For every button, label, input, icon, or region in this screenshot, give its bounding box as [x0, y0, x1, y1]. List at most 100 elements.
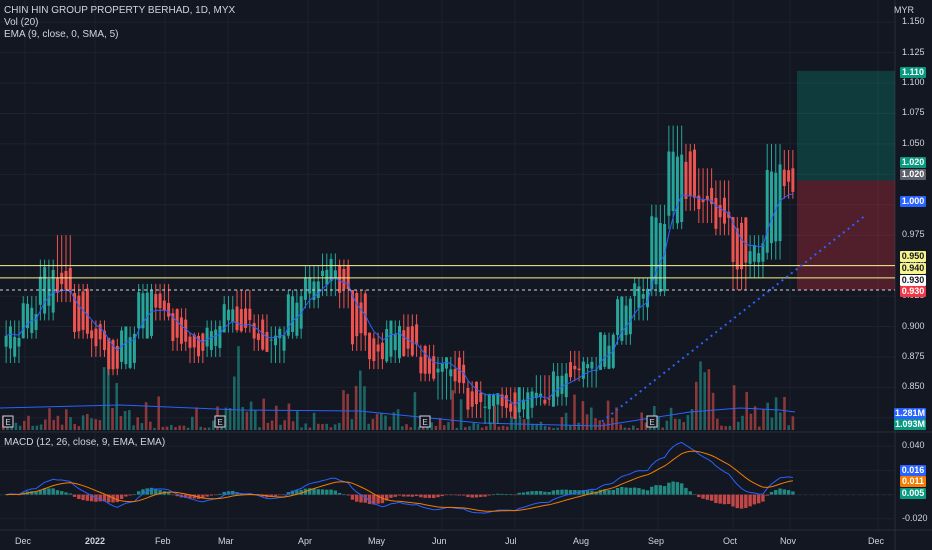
- volume-bar: [552, 427, 555, 430]
- candle-body: [645, 288, 649, 308]
- macd-histogram-bar: [81, 494, 85, 501]
- candle-body: [209, 331, 213, 350]
- macd-histogram-bar: [363, 494, 368, 503]
- candle-body: [256, 333, 260, 340]
- volume-bar: [258, 427, 261, 430]
- volume-bar: [228, 408, 232, 430]
- macd-histogram-bar: [752, 494, 757, 505]
- candle-body: [560, 375, 564, 394]
- volume-bar: [224, 407, 228, 430]
- volume-bar: [737, 421, 740, 430]
- macd-histogram-bar: [269, 494, 273, 497]
- macd-histogram-bar: [419, 494, 423, 498]
- macd-histogram-bar: [470, 494, 474, 498]
- macd-histogram-bar: [68, 493, 72, 495]
- macd-histogram-bar: [782, 489, 787, 495]
- candle-body: [569, 362, 573, 378]
- macd-histogram-bar: [89, 494, 94, 502]
- macd-histogram-bar: [325, 489, 329, 495]
- macd-histogram-bar: [444, 494, 449, 496]
- macd-histogram-bar: [521, 492, 526, 495]
- macd-histogram-bar: [337, 492, 342, 495]
- volume-bar: [560, 417, 564, 430]
- candle-body: [90, 330, 94, 339]
- price-tag: 1.093M: [894, 419, 926, 430]
- volume-bar: [195, 407, 198, 430]
- macd-histogram-bar: [697, 494, 701, 498]
- candle-body: [633, 283, 637, 297]
- macd-histogram-bar: [205, 494, 209, 497]
- candle-body: [765, 169, 769, 253]
- candle-body: [500, 394, 504, 407]
- volume-bar: [627, 427, 631, 430]
- time-tick-label: May: [368, 536, 386, 546]
- time-tick-label: Mar: [218, 536, 234, 546]
- candle-body: [701, 199, 705, 203]
- candle-body: [740, 222, 744, 270]
- candle-body: [179, 317, 183, 344]
- volume-bar: [65, 409, 68, 430]
- candle-body: [154, 294, 158, 308]
- candle-body: [274, 335, 278, 346]
- volume-bar: [686, 415, 690, 430]
- candle-body: [675, 156, 679, 224]
- candle-body: [278, 328, 282, 339]
- candle-body: [175, 309, 179, 338]
- macd-value-tag: 0.005: [900, 488, 926, 499]
- volume-bar: [501, 425, 505, 430]
- candle-body: [637, 286, 641, 309]
- volume-bar: [14, 422, 18, 430]
- volume-bar: [703, 372, 706, 430]
- candle-body: [26, 303, 30, 329]
- candle-body: [787, 170, 791, 182]
- macd-histogram-bar: [355, 494, 359, 502]
- volume-bar: [27, 415, 30, 430]
- price-tick-label: 1.050: [902, 137, 925, 148]
- macd-legend[interactable]: MACD (12, 26, close, 9, EMA, EMA): [4, 437, 166, 448]
- candle-body: [385, 328, 389, 362]
- macd-histogram-bar: [372, 494, 376, 505]
- candle-body: [282, 335, 286, 351]
- candle-body: [521, 399, 525, 410]
- chart-title[interactable]: CHIN HIN GROUP PROPERTY BERHAD, 1D, MYX: [4, 5, 236, 16]
- volume-bar: [602, 422, 606, 430]
- macd-histogram-bar: [389, 494, 393, 498]
- macd-histogram-bar: [393, 494, 397, 497]
- candle-body: [214, 329, 218, 346]
- candle-body: [680, 154, 684, 222]
- volume-bar: [354, 385, 358, 430]
- candle-body: [650, 216, 654, 290]
- macd-histogram-bar: [483, 494, 487, 497]
- candle-body: [752, 245, 756, 262]
- macd-value-tag: 0.011: [900, 476, 926, 487]
- macd-histogram-bar: [320, 489, 325, 495]
- volume-bar: [665, 420, 669, 430]
- volume-bar: [623, 427, 627, 430]
- candle-body: [410, 326, 414, 356]
- candle-body: [376, 344, 380, 352]
- volume-bar: [396, 409, 400, 430]
- candle-body: [748, 251, 752, 264]
- volume-bar: [690, 409, 694, 430]
- volume-bar: [590, 407, 593, 430]
- candle-body: [526, 392, 530, 419]
- candle-body: [547, 398, 551, 400]
- volume-bar: [707, 369, 711, 430]
- macd-histogram-bar: [132, 494, 137, 496]
- macd-histogram-bar: [406, 494, 410, 497]
- macd-histogram-bar: [679, 483, 684, 495]
- candle-body: [218, 325, 222, 348]
- volume-bar: [657, 415, 660, 430]
- price-tick-label: 1.125: [902, 46, 925, 57]
- candle-body: [496, 393, 500, 405]
- candle-body: [581, 361, 585, 379]
- ema-legend[interactable]: EMA (9, close, 0, SMA, 5): [4, 29, 119, 40]
- macd-histogram-bar: [192, 494, 196, 499]
- candle-body: [162, 300, 166, 311]
- volume-bar: [451, 390, 454, 430]
- candle-body: [577, 368, 581, 371]
- volume-bar: [632, 425, 635, 430]
- macd-histogram-bar: [654, 485, 658, 495]
- vol-legend[interactable]: Vol (20): [4, 17, 39, 28]
